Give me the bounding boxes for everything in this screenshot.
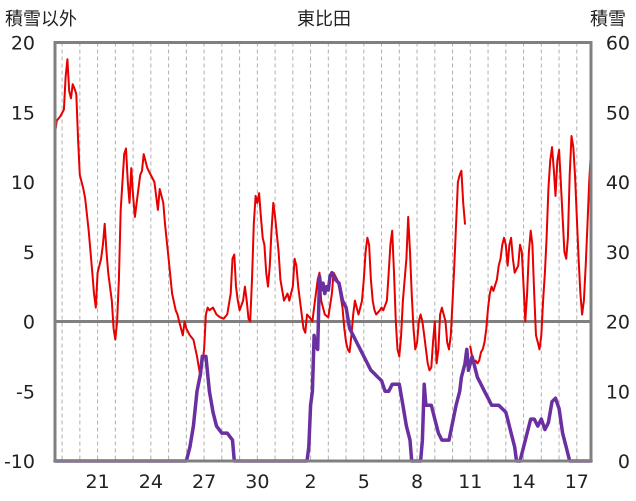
plot-frame xyxy=(53,41,593,463)
non-snow-series-line xyxy=(469,135,592,365)
x-tick-label: 27 xyxy=(192,471,216,493)
x-tick-label: 30 xyxy=(245,471,269,493)
x-tick-label: 17 xyxy=(565,471,589,493)
y-left-tick-label: 10 xyxy=(11,172,35,194)
left-axis-label: 積雪以外 xyxy=(5,9,77,30)
y-right-tick-label: 50 xyxy=(606,102,630,124)
label-layer: 東比田 積雪以外 積雪 20151050-5-10605040302010021… xyxy=(4,9,630,493)
x-tick-label: 21 xyxy=(86,471,110,493)
y-left-tick-label: -5 xyxy=(16,381,35,403)
x-tick-label: 14 xyxy=(511,471,535,493)
x-tick-label: 8 xyxy=(411,471,423,493)
x-tick-label: 11 xyxy=(458,471,482,493)
right-axis-label: 積雪 xyxy=(590,9,626,30)
y-right-tick-label: 30 xyxy=(606,242,630,264)
x-tick-label: 5 xyxy=(358,471,370,493)
snow-depth-series-line xyxy=(53,270,522,463)
y-right-tick-label: 60 xyxy=(606,33,630,55)
y-right-tick-label: 10 xyxy=(606,381,630,403)
y-left-tick-label: 15 xyxy=(11,102,35,124)
chart-title: 東比田 xyxy=(297,9,351,30)
grid-layer xyxy=(55,42,591,461)
non-snow-series-line xyxy=(54,58,466,379)
y-right-tick-label: 20 xyxy=(606,312,630,334)
snow-depth-series-line xyxy=(518,396,593,463)
y-left-tick-label: 20 xyxy=(11,33,35,55)
y-right-tick-label: 0 xyxy=(618,451,630,473)
series-layer xyxy=(53,58,593,463)
x-tick-label: 24 xyxy=(139,471,163,493)
x-tick-label: 2 xyxy=(305,471,317,493)
y-left-tick-label: -10 xyxy=(4,451,35,473)
y-left-tick-label: 0 xyxy=(23,312,35,334)
y-left-tick-label: 5 xyxy=(23,242,35,264)
y-right-tick-label: 40 xyxy=(606,172,630,194)
